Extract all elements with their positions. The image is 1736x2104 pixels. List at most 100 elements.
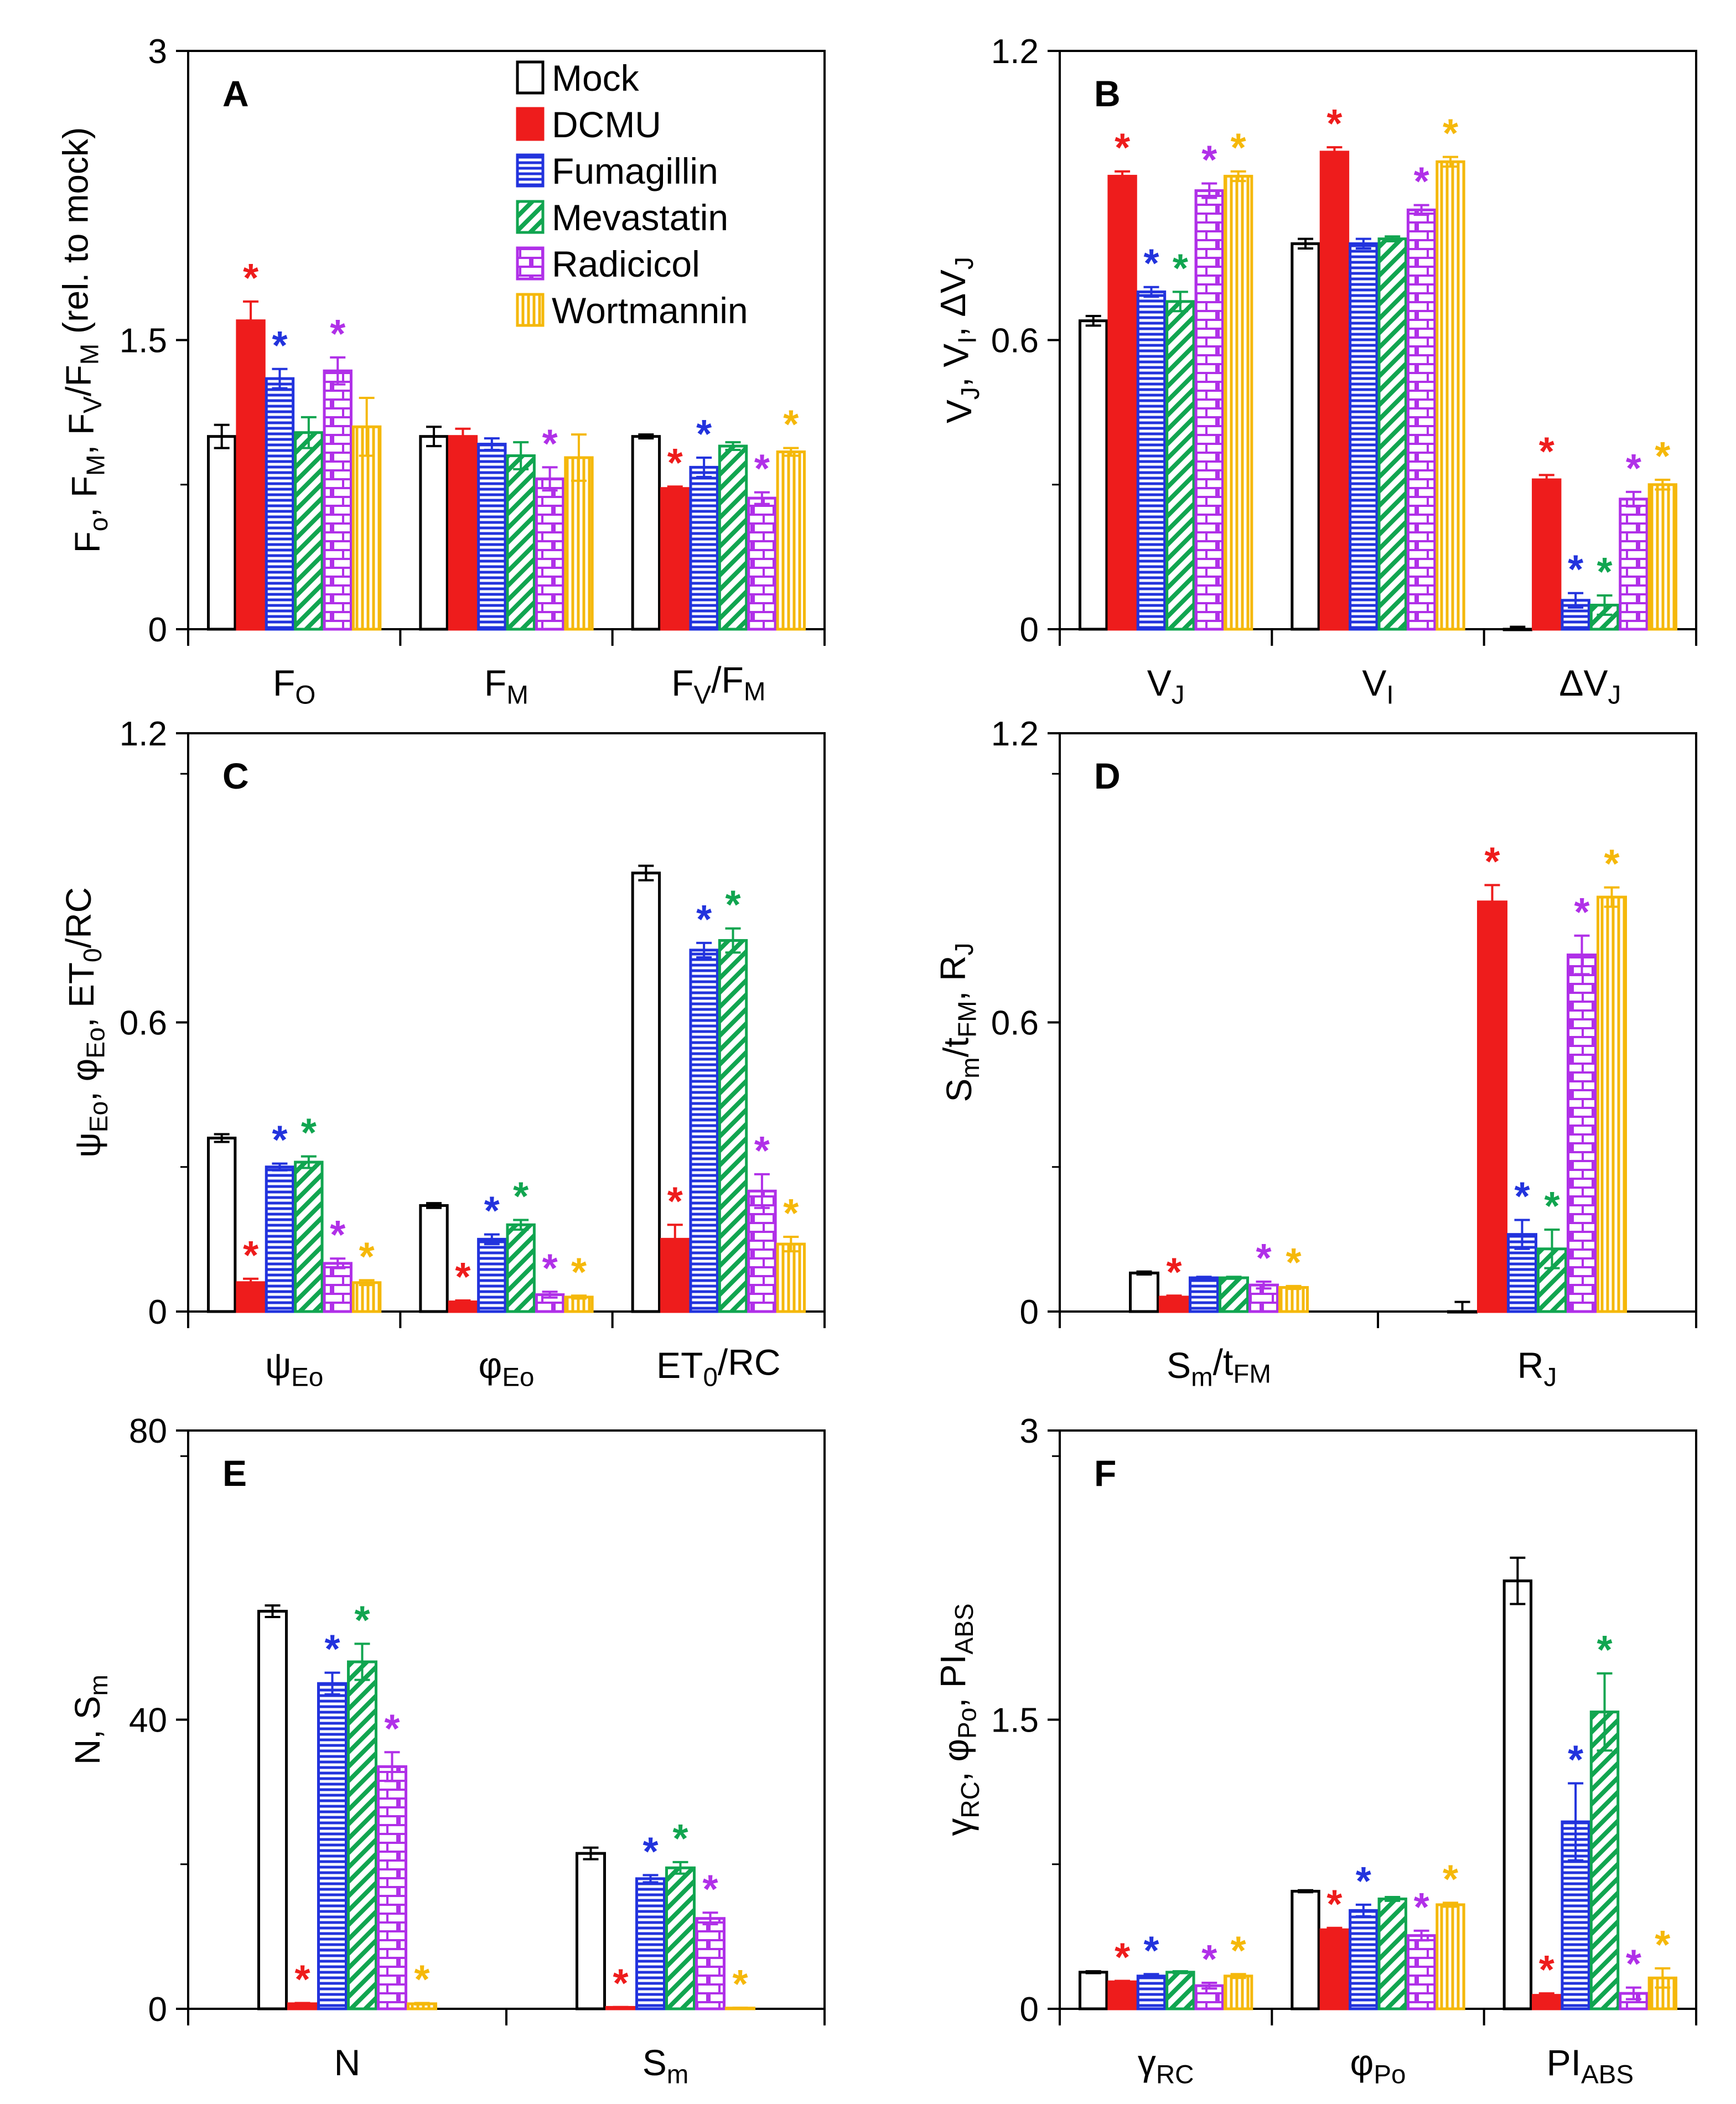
significance-star: * (1414, 160, 1429, 204)
significance-star: * (542, 422, 558, 466)
error-bar (672, 1861, 688, 1875)
y-tick-label: 0 (1020, 1991, 1039, 2029)
error-bar (1655, 1967, 1671, 1989)
bar-dcmu (448, 435, 478, 631)
error-bar (300, 416, 317, 449)
bar-radicicol (747, 496, 777, 631)
significance-star: * (732, 1962, 748, 2007)
error-bar (354, 1642, 370, 1681)
error-bar (243, 300, 259, 341)
legend-label: Mock (552, 58, 640, 99)
bar-fumagillin (1189, 1276, 1219, 1313)
error-bar (1085, 1970, 1101, 1975)
error-bar (330, 1257, 346, 1269)
bar-mock (1079, 319, 1108, 631)
error-bar (1568, 592, 1584, 609)
error-bar (1143, 286, 1159, 298)
error-bar (1298, 237, 1314, 250)
error-bar (1625, 490, 1641, 507)
bar-wortmannin (776, 1242, 806, 1313)
significance-star: * (330, 312, 345, 356)
legend-item-mevastatin: Mevastatin (516, 197, 728, 238)
y-tick-label: 1.5 (120, 322, 167, 360)
x-category-label: FM​ (484, 662, 528, 709)
x-category-label: ΔVJ​ (1559, 662, 1621, 709)
error-bar (1355, 237, 1371, 250)
y-tick-label: 0.6 (120, 1004, 167, 1043)
y-tick-label: 0 (148, 611, 167, 649)
y-tick-label: 0 (1020, 611, 1039, 649)
bar-dcmu (1477, 900, 1507, 1313)
panel-c: 0 0.6 1.2 * * * * * * * * * * * * * * * ψEo​ φEo​ ET0​/RC ψEo… (59, 715, 826, 1457)
error-bar (1115, 1979, 1131, 1984)
bar-mock (419, 435, 449, 631)
bar-fumagillin (317, 1682, 348, 2010)
bar-mevastatin (506, 454, 536, 631)
bar-dcmu (1319, 151, 1350, 631)
error-bar (1510, 1556, 1526, 1605)
error-bar (754, 1173, 770, 1209)
y-tick-label: 80 (129, 1412, 167, 1450)
x-category-label: FO​ (273, 662, 315, 709)
bar-dcmu (660, 487, 690, 631)
bar-radicicol (747, 1189, 777, 1313)
error-bar (1413, 204, 1429, 216)
y-tick-label: 40 (129, 1702, 167, 1740)
error-bar (1226, 1276, 1242, 1280)
legend-swatch (516, 107, 545, 141)
error-bar (1597, 1672, 1613, 1752)
error-bar (214, 423, 230, 449)
significance-star: * (1597, 1628, 1613, 1672)
error-bar (638, 864, 654, 882)
bar-fumagillin (1349, 242, 1379, 631)
error-bar (542, 466, 558, 492)
bar-radicicol (1194, 189, 1224, 631)
error-bar (667, 1224, 683, 1255)
significance-star: * (455, 1255, 470, 1299)
x-category-label: φEo​ (479, 1345, 535, 1392)
bar-wortmannin (1436, 160, 1465, 631)
error-bar (455, 427, 471, 445)
significance-star: * (1201, 1937, 1217, 1982)
error-bar (702, 1911, 718, 1926)
bar-mock (1291, 242, 1320, 631)
significance-star: * (243, 1234, 258, 1278)
error-bar (1085, 314, 1101, 327)
significance-star: * (1443, 1857, 1458, 1901)
bar-mock (1129, 1271, 1159, 1313)
error-bar (1115, 170, 1131, 183)
significance-star: * (667, 441, 683, 485)
bar-radicicol (695, 1917, 726, 2010)
panel-label: A (222, 73, 249, 114)
legend-item-fumagillin: Fumagillin (516, 151, 718, 191)
legend-label: Radicicol (552, 243, 700, 284)
error-bar (1655, 479, 1671, 491)
error-bar (696, 456, 712, 478)
y-tick-label: 0 (1020, 1293, 1039, 1331)
bar-dcmu (1532, 478, 1562, 631)
bar-mevastatin (294, 431, 324, 631)
significance-star: * (696, 412, 712, 457)
legend: Mock DCMU Fumagillin Mevastatin Radicicol Wor… (516, 58, 748, 331)
significance-star: * (542, 1246, 558, 1291)
error-bar (265, 1604, 281, 1619)
bar-mevastatin (1165, 300, 1195, 631)
bar-wortmannin (351, 425, 382, 631)
significance-star: * (1484, 839, 1500, 884)
error-bar (725, 927, 741, 954)
error-bar (484, 437, 500, 452)
bar-radicicol (1567, 953, 1597, 1313)
bar-fumagillin (1136, 1975, 1167, 2010)
bar-fumagillin (689, 949, 719, 1313)
y-tick-label: 3 (148, 33, 167, 71)
bar-mevastatin (665, 1866, 696, 2010)
bar-fumagillin (477, 1237, 507, 1313)
significance-star: * (484, 1189, 500, 1234)
error-bar (1172, 291, 1188, 313)
bar-fumagillin (265, 377, 295, 631)
bar-mevastatin (718, 444, 748, 631)
legend-label: Fumagillin (552, 151, 718, 191)
panel-label: F (1094, 1453, 1116, 1494)
error-bar (1230, 1973, 1246, 1979)
